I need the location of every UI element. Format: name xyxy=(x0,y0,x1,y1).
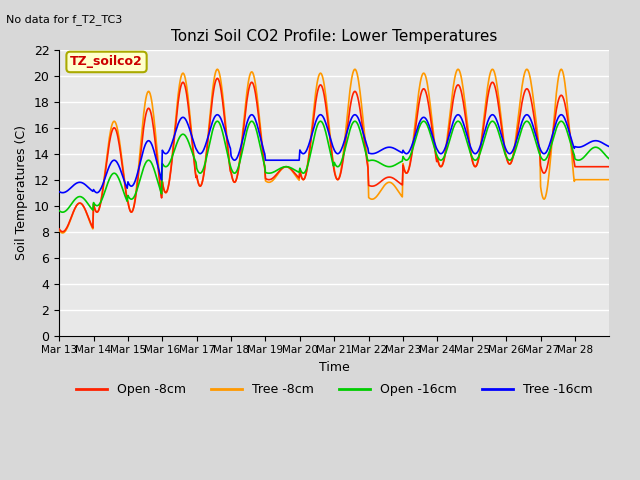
X-axis label: Time: Time xyxy=(319,361,349,374)
Text: No data for f_T2_TC3: No data for f_T2_TC3 xyxy=(6,14,123,25)
Legend: Open -8cm, Tree -8cm, Open -16cm, Tree -16cm: Open -8cm, Tree -8cm, Open -16cm, Tree -… xyxy=(70,378,598,401)
Text: TZ_soilco2: TZ_soilco2 xyxy=(70,56,143,69)
Title: Tonzi Soil CO2 Profile: Lower Temperatures: Tonzi Soil CO2 Profile: Lower Temperatur… xyxy=(171,29,497,44)
Y-axis label: Soil Temperatures (C): Soil Temperatures (C) xyxy=(15,125,28,260)
